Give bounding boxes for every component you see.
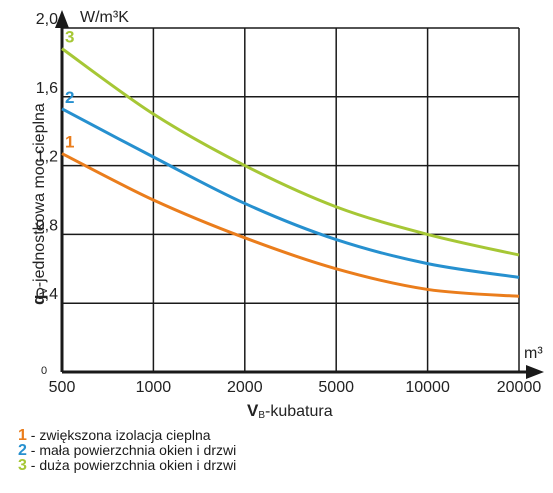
y-unit-label: W/m³K bbox=[80, 9, 129, 26]
x-axis-arrow-icon bbox=[526, 365, 544, 379]
legend-text-1: - zwiększona izolacja cieplna bbox=[26, 427, 211, 443]
grid-lines bbox=[62, 27, 520, 372]
legend-item-3: 3 - duża powierzchnia okien i drzwi bbox=[18, 457, 237, 474]
origin-label: 0 bbox=[41, 365, 47, 377]
x-axis-label: VB-kubatura bbox=[247, 401, 333, 421]
series-label-3: 3 bbox=[65, 28, 74, 47]
y-tick-label: 1,6 bbox=[36, 80, 58, 97]
x-tick-label: 20000 bbox=[497, 379, 542, 396]
x-axis-label-subscript: B bbox=[258, 410, 265, 421]
legend-text-2: - mała powierzchnia okien i drzwi bbox=[26, 442, 237, 458]
y-axis-arrow-icon bbox=[55, 10, 69, 28]
legend: 1 - zwiększona izolacja cieplna 2 - mała… bbox=[18, 427, 237, 474]
x-axis-label-text: -kubatura bbox=[265, 403, 333, 420]
series-line-1 bbox=[61, 152, 520, 298]
series-line-2 bbox=[61, 107, 520, 279]
legend-number-2: 2 bbox=[18, 442, 27, 459]
legend-number-1: 1 bbox=[18, 427, 27, 444]
x-tick-label: 10000 bbox=[405, 379, 450, 396]
y-axis-label: qV-jednostkowa moc cieplna bbox=[29, 103, 50, 305]
legend-number-3: 3 bbox=[18, 457, 27, 474]
y-tick-label: 0,8 bbox=[36, 217, 58, 234]
y-tick-label: 1,2 bbox=[36, 149, 58, 166]
series-line-3 bbox=[61, 47, 520, 257]
series-label-1: 1 bbox=[65, 133, 74, 152]
y-axis-label-symbol: q bbox=[29, 295, 48, 305]
x-tick-label: 2000 bbox=[227, 379, 263, 396]
legend-item-1: 1 - zwiększona izolacja cieplna bbox=[18, 427, 236, 444]
x-unit-label: m³ bbox=[524, 345, 543, 362]
y-axis-label-text: -jednostkowa moc cieplna bbox=[31, 103, 48, 287]
x-tick-label: 1000 bbox=[136, 379, 172, 396]
legend-text-3: - duża powierzchnia okien i drzwi bbox=[26, 457, 237, 473]
series-label-2: 2 bbox=[65, 88, 74, 107]
x-tick-label: 500 bbox=[49, 379, 76, 396]
legend-item-2: 2 - mała powierzchnia okien i drzwi bbox=[18, 442, 237, 459]
x-tick-label: 5000 bbox=[318, 379, 354, 396]
x-axis-label-symbol: V bbox=[247, 401, 259, 420]
y-tick-label: 0,4 bbox=[36, 286, 58, 303]
y-axis-label-subscript: V bbox=[38, 287, 50, 295]
y-tick-label: 2,0 bbox=[36, 11, 58, 28]
axes bbox=[55, 10, 544, 379]
